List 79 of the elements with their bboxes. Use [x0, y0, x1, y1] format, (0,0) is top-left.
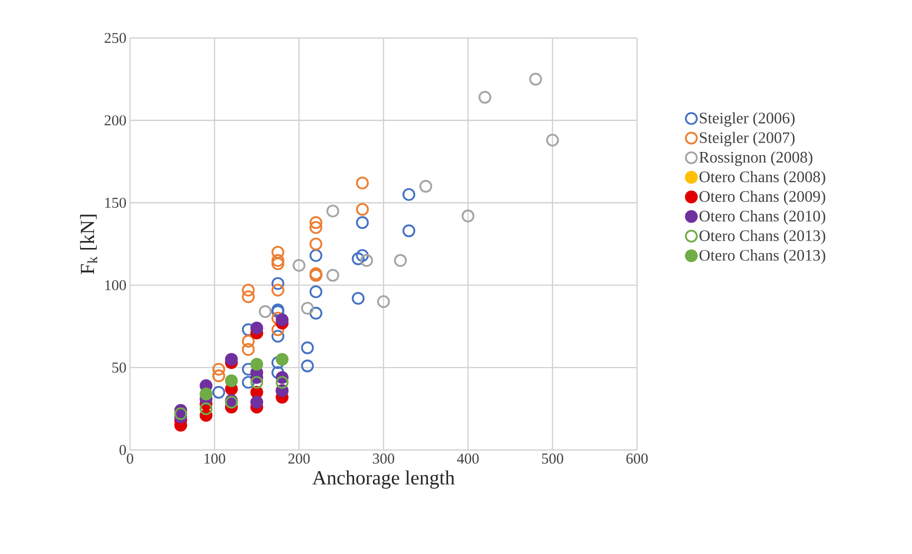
x-tick-label: 0 [126, 454, 134, 464]
x-tick-label: 200 [288, 454, 310, 464]
point [478, 90, 492, 104]
point [250, 396, 264, 409]
point [310, 216, 322, 229]
point [356, 249, 369, 262]
point [377, 295, 390, 308]
point [258, 305, 272, 318]
point [301, 302, 314, 315]
point [310, 238, 322, 250]
point [356, 202, 369, 216]
point [546, 134, 559, 147]
point [394, 254, 407, 267]
point [242, 290, 255, 304]
x-tick-label: 300 [372, 454, 394, 464]
y-tick-label: 50 [112, 362, 126, 373]
point [250, 358, 264, 371]
legend-label: Otero Chans (2013) [700, 230, 826, 244]
point [250, 376, 264, 389]
x-tick-label: 600 [626, 454, 648, 464]
point [271, 284, 284, 297]
point [301, 360, 314, 372]
point [402, 224, 416, 238]
point [225, 374, 238, 388]
point [271, 246, 284, 259]
y-tick-label: 200 [104, 115, 126, 126]
point [242, 343, 255, 356]
point [250, 322, 264, 334]
y-tick-label: 0 [120, 444, 126, 456]
point [292, 259, 306, 272]
x-tick-label: 100 [204, 454, 226, 464]
point [212, 386, 226, 399]
point [326, 204, 340, 218]
point [402, 188, 416, 201]
point [225, 352, 238, 366]
point [242, 334, 255, 348]
point [419, 180, 432, 193]
x-tick-label: 400 [457, 454, 479, 464]
legend-label: Steigler (2006) [700, 112, 795, 127]
legend-label: Otero Chans (2009) [700, 190, 826, 206]
y-tick-label: 250 [104, 32, 126, 44]
point [271, 330, 284, 343]
point [276, 313, 289, 326]
point [174, 407, 188, 420]
x-tick-label: 500 [542, 454, 564, 464]
point [242, 284, 255, 297]
point [212, 362, 226, 376]
legend-label: Steigler (2007) [700, 132, 795, 146]
point [462, 210, 474, 222]
point [200, 388, 212, 400]
point [310, 221, 322, 234]
point [326, 268, 340, 282]
point [310, 249, 322, 262]
point [356, 216, 369, 229]
legend-label: Otero Chans (2010) [700, 210, 826, 225]
point [276, 352, 289, 366]
legend-label: Rossignon (2008) [699, 151, 812, 166]
point [301, 341, 314, 354]
point [529, 72, 542, 86]
y-axis-title: F$_{k}$ [kN] [80, 214, 98, 274]
point [356, 176, 369, 190]
legend-label: Otero Chans (2008) [700, 171, 826, 186]
legend-label: Otero Chans (2013) [700, 249, 826, 264]
y-tick-label: 150 [105, 198, 126, 208]
point [271, 277, 284, 290]
point [212, 369, 226, 382]
point [271, 254, 284, 267]
point [276, 376, 289, 389]
point [242, 376, 255, 389]
point [352, 292, 365, 305]
point [200, 402, 212, 416]
x-axis-title: Anchorage length [312, 470, 455, 489]
point [310, 306, 322, 320]
point [271, 323, 284, 336]
point [310, 285, 322, 298]
point [352, 252, 365, 266]
point [360, 254, 374, 267]
y-tick-label: 100 [105, 280, 126, 290]
point [271, 257, 284, 270]
